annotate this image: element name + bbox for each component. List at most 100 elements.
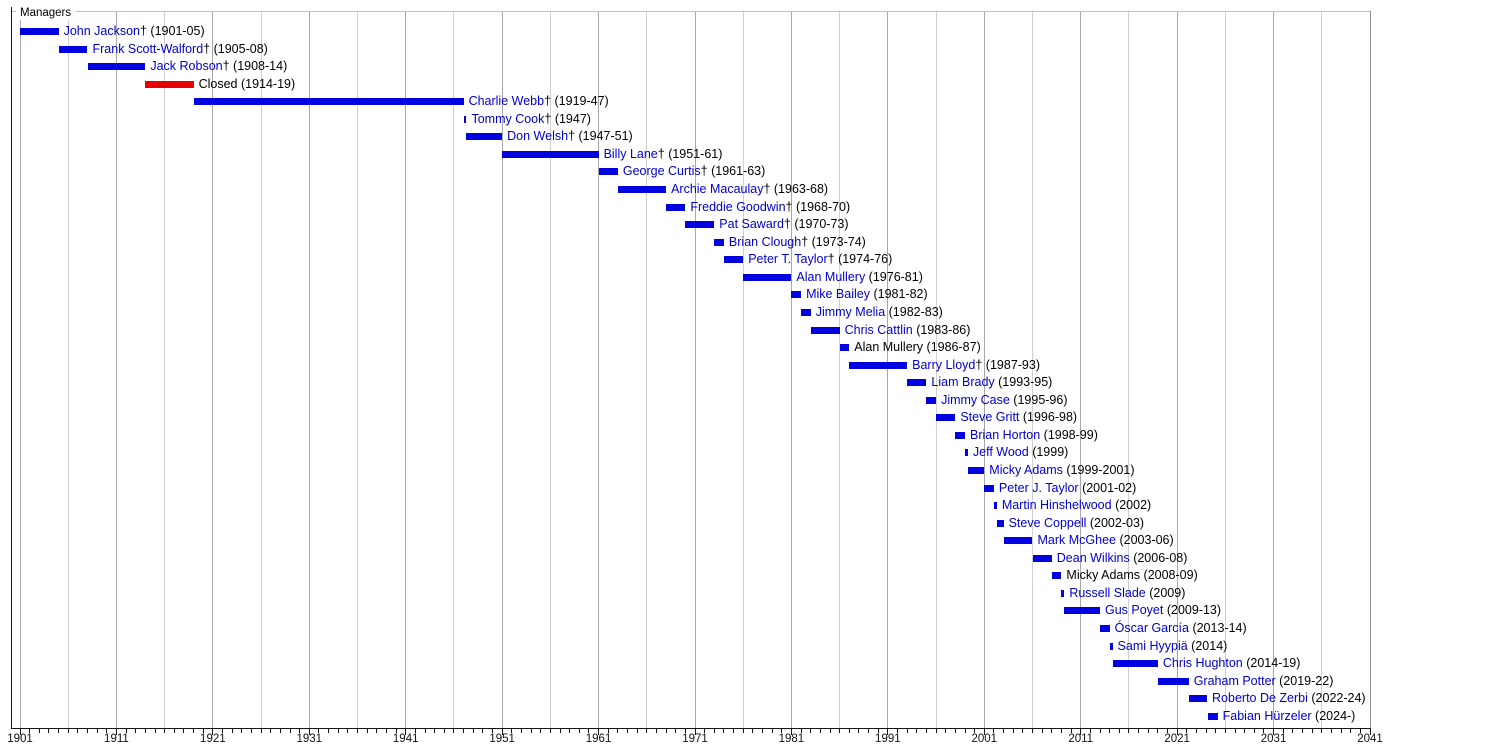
timeline-bar [801, 308, 811, 316]
tenure-years: † (1961-63) [700, 164, 766, 179]
x-axis-line [10, 727, 1371, 729]
manager-name-link[interactable]: Mark McGhee [1037, 533, 1117, 548]
manager-name-link[interactable]: George Curtis [622, 164, 701, 179]
x-tick-minor [964, 729, 966, 733]
manager-name-link[interactable]: Brian Clough [728, 234, 802, 249]
gridline-decade [790, 10, 792, 728]
x-tick-minor [463, 729, 465, 733]
chart-title: Managers [16, 6, 77, 20]
manager-name-link[interactable]: Archie Macaulay [671, 182, 764, 197]
x-tick-major [1273, 729, 1275, 735]
gridline-halfdecade [1128, 10, 1130, 728]
x-tick-minor [1234, 729, 1236, 733]
manager-label: Peter T. Taylor† (1974-76) [748, 252, 892, 267]
timeline-bar [965, 449, 968, 457]
manager-name-link[interactable]: Russell Slade [1069, 585, 1146, 600]
manager-label: Closed (1914-19) [199, 77, 296, 92]
x-tick-minor [443, 729, 445, 733]
manager-name-link[interactable]: Gus Poyet [1105, 603, 1164, 618]
manager-name-link[interactable]: Frank Scott-Walford [92, 41, 204, 56]
manager-name-link[interactable]: Freddie Goodwin [690, 199, 786, 214]
timeline-bar [685, 221, 715, 229]
x-tick-minor [819, 729, 821, 733]
manager-name-link[interactable]: Pat Saward [719, 217, 784, 232]
manager-name-link[interactable]: Tommy Cook [471, 111, 545, 126]
manager-name-link[interactable]: Brian Horton [970, 427, 1041, 442]
manager-name-link[interactable]: John Jackson [63, 24, 140, 38]
manager-name-link[interactable]: Peter J. Taylor [998, 480, 1079, 495]
manager-name-link[interactable]: Fabian Hürzeler [1222, 708, 1312, 723]
x-tick-minor [202, 729, 204, 733]
timeline-bar [723, 256, 744, 264]
manager-name-link[interactable]: Graham Potter [1193, 673, 1276, 688]
x-tick-minor [1118, 729, 1120, 733]
tenure-years: (2014-19) [1242, 656, 1301, 671]
manager-name-link[interactable]: Martin Hinshelwood [1001, 498, 1112, 513]
manager-name-link[interactable]: Mike Bailey [806, 287, 870, 302]
x-tick-minor [1292, 729, 1294, 733]
x-tick-minor [530, 729, 532, 733]
timeline-bar [20, 28, 59, 35]
gridline-decade [1273, 10, 1275, 728]
x-tick-minor [665, 729, 667, 733]
manager-label: Don Welsh† (1947-51) [507, 129, 633, 144]
x-tick-minor [1032, 729, 1033, 733]
x-tick-minor [38, 729, 40, 733]
manager-name-link[interactable]: Roberto De Zerbi [1212, 691, 1308, 706]
manager-name-link[interactable]: Chris Cattlin [844, 322, 913, 337]
manager-name-link[interactable]: Chris Hughton [1162, 656, 1243, 671]
manager-label: Dean Wilkins (2006-08) [1057, 551, 1188, 566]
manager-name-link[interactable]: Liam Brady [931, 375, 995, 390]
gridline-halfdecade [839, 10, 841, 728]
x-tick-minor [318, 729, 320, 733]
x-tick-minor [96, 729, 98, 733]
manager-name-link[interactable]: Peter T. Taylor [748, 252, 828, 267]
tenure-years: (1981-82) [869, 287, 928, 302]
manager-name-link[interactable]: Don Welsh [507, 129, 569, 144]
x-tick-minor [781, 729, 783, 733]
x-tick-minor [1350, 729, 1352, 733]
manager-name-link[interactable]: Steve Coppell [1008, 515, 1087, 530]
x-tick-minor [723, 729, 725, 733]
x-tick-minor [540, 729, 542, 733]
x-axis-label: 1901 [7, 733, 33, 745]
manager-name-link[interactable]: Dean Wilkins [1056, 550, 1130, 565]
manager-label: Freddie Goodwin† (1968-70) [690, 200, 850, 215]
x-tick-minor [241, 729, 243, 733]
manager-name-link[interactable]: Micky Adams [989, 463, 1063, 477]
manager-name-link[interactable]: Jimmy Melia [815, 304, 886, 319]
x-axis-label: 2041 [1357, 733, 1383, 745]
tenure-years: † (1973-74) [801, 234, 866, 249]
x-tick-minor [1089, 729, 1091, 733]
manager-label: Roberto De Zerbi (2022-24) [1212, 691, 1366, 706]
x-tick-minor [752, 729, 754, 733]
x-axis-label: 1911 [104, 733, 129, 745]
manager-name-link[interactable]: Óscar García [1114, 621, 1189, 636]
gridline-halfdecade [1224, 10, 1226, 728]
manager-name-link[interactable]: Sami Hyypiä [1117, 638, 1188, 653]
manager-name-link[interactable]: Charlie Webb [468, 94, 545, 109]
timeline-bar [810, 326, 840, 334]
tenure-years: (1914-19) [237, 76, 296, 91]
manager-label: Fabian Hürzeler (2024-) [1223, 709, 1356, 724]
x-tick-minor [270, 729, 272, 733]
x-tick-minor [1263, 729, 1265, 733]
x-tick-minor [357, 729, 358, 733]
x-tick-minor [877, 729, 879, 733]
x-tick-minor [675, 729, 677, 733]
x-tick-major [790, 729, 792, 735]
manager-name-link[interactable]: Jeff Wood [972, 445, 1029, 460]
manager-name-link[interactable]: Jack Robson [150, 59, 223, 74]
x-tick-minor [250, 729, 252, 733]
tenure-years: (2013-14) [1188, 621, 1247, 636]
manager-name-link[interactable]: Barry Lloyd [912, 357, 976, 372]
x-tick-minor [289, 729, 291, 733]
x-tick-minor [897, 729, 898, 733]
x-tick-minor [520, 729, 522, 733]
manager-label: Frank Scott-Walford† (1905-08) [93, 42, 268, 57]
manager-name-link[interactable]: Steve Gritt [960, 410, 1020, 425]
manager-name-link[interactable]: Alan Mullery [796, 269, 866, 284]
manager-name-link[interactable]: Billy Lane [603, 146, 658, 161]
manager-name-link[interactable]: Jimmy Case [941, 392, 1010, 407]
